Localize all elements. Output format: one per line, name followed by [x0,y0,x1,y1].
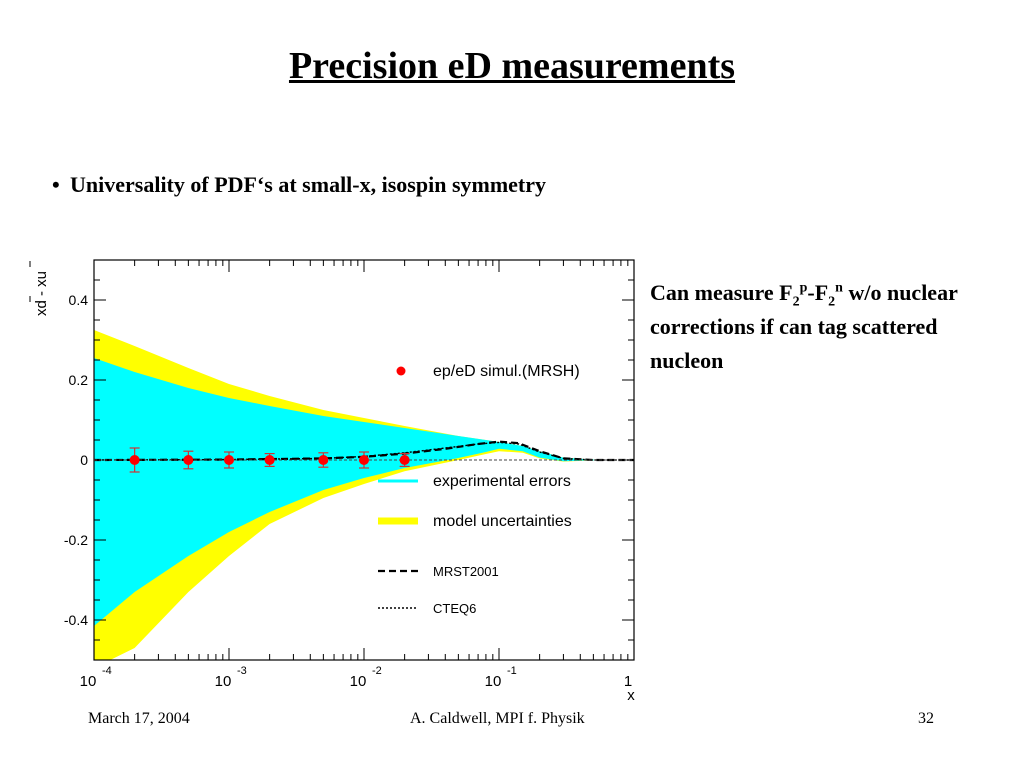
legend-label: ep/eD simul.(MRSH) [433,363,580,380]
legend-marker-icon [396,366,406,376]
x-tick-label-exponent: -2 [372,665,382,677]
y-tick-label: 0.4 [69,292,89,308]
y-tick-label: -0.2 [64,532,88,548]
note-text-1: Can measure F [650,280,793,305]
data-point [399,455,410,465]
x-tick-label-base: 10 [350,673,367,690]
bullet-dot-icon: • [52,172,60,197]
y-axis-label: xd - xu [33,271,50,316]
note-sup-1: p [799,280,808,296]
bullet-item: • Universality of PDF‘s at small-x, isosp… [52,172,546,198]
legend-label: model uncertainties [433,513,572,530]
footer-date: March 17, 2004 [88,710,190,727]
x-tick-label-exponent: -3 [237,665,247,677]
legend-label: CTEQ6 [433,601,476,616]
bullet-text: Universality of PDF‘s at small-x, isospi… [70,172,547,197]
data-point [183,455,194,465]
note-text-3: w/o nuclear corrections if can tag scatt… [650,280,958,373]
note-sup-2: n [835,280,843,296]
data-point [318,455,329,465]
y-tick-label: 0 [80,452,88,468]
x-tick-label-exponent: -4 [102,665,112,677]
legend-label: experimental errors [433,473,571,490]
data-point [224,455,234,465]
x-tick-label-base: 10 [485,673,502,690]
footer-page-number: 32 [918,710,934,727]
experimental-error-band [94,358,634,626]
note-sub-1: 2 [792,294,800,310]
note-text-2: -F [807,280,829,305]
data-point [129,455,140,465]
data-point [359,455,369,465]
cteq6-curve [94,441,634,461]
x-tick-label-exponent: -1 [507,665,517,677]
y-tick-label: 0.2 [69,372,89,388]
footer-author: A. Caldwell, MPI f. Physik [410,710,585,727]
legend-label: MRST2001 [433,564,499,579]
side-note: Can measure F2p-F2n w/o nuclear correcti… [650,276,990,378]
y-tick-label: -0.4 [64,612,88,628]
x-tick-label-base: 10 [80,673,97,690]
x-axis-label: x [627,687,635,704]
slide-title: Precision eD measurements [288,45,736,87]
note-sub-2: 2 [828,294,836,310]
data-point [264,455,275,465]
x-tick-label-base: 10 [215,673,232,690]
x-tick-label-base: 1 [624,673,632,690]
